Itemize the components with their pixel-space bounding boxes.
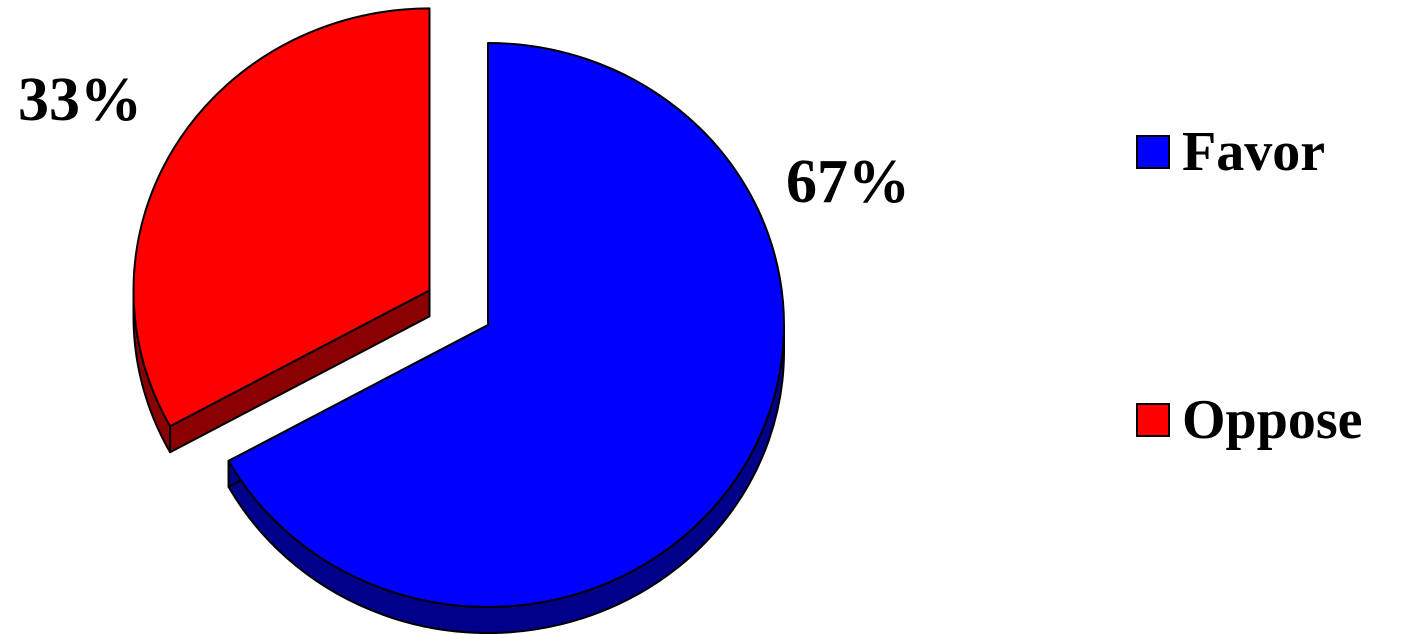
slice-oppose xyxy=(132,7,431,454)
slice-top-oppose xyxy=(132,7,431,428)
legend-swatch-oppose xyxy=(1136,403,1170,437)
data-labels: 67% 33% xyxy=(18,66,910,216)
legend-item-oppose: Oppose xyxy=(1136,392,1363,448)
legend-label-favor: Favor xyxy=(1182,121,1326,183)
data-label-oppose: 33% xyxy=(18,66,142,134)
legend-swatch-favor xyxy=(1136,135,1170,169)
slice-top-favor xyxy=(227,42,785,608)
legend: Favor Oppose xyxy=(1136,0,1402,634)
legend-item-favor: Favor xyxy=(1136,124,1325,180)
pie-slices xyxy=(132,7,785,634)
slice-favor xyxy=(227,42,785,634)
legend-label-oppose: Oppose xyxy=(1182,389,1363,451)
data-label-favor: 67% xyxy=(786,148,910,216)
